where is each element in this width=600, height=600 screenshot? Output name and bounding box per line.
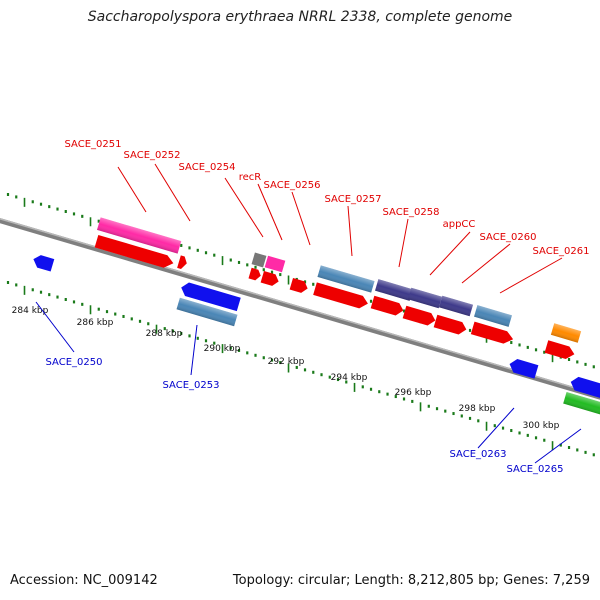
gene-SACE_0254[interactable] (251, 252, 267, 268)
gene-label-group: SACE_0251SACE_0252SACE_0254recRSACE_0256… (46, 139, 590, 475)
gene-label[interactable]: SACE_0253 (163, 380, 220, 391)
label-leader-lines (35, 163, 582, 464)
gene-arrow[interactable] (544, 340, 576, 361)
leader-line (534, 428, 582, 464)
leader-line (477, 407, 515, 449)
gene-shade (438, 295, 474, 317)
gene-arrow[interactable] (402, 305, 437, 328)
gene-label[interactable]: appCC (443, 219, 476, 230)
kbp-tick-label: 300 kbp (523, 421, 560, 431)
kbp-tick-label: 290 kbp (204, 344, 241, 354)
gene-SACE_0257-arrow[interactable] (313, 282, 369, 310)
gene-blue-right[interactable] (569, 375, 600, 400)
kbp-tick-label: 294 kbp (331, 373, 368, 383)
genome-stats-text: Topology: circular; Length: 8,212,805 bp… (232, 573, 590, 588)
gene-shade (474, 305, 512, 327)
leader-line (35, 301, 75, 353)
kbp-tick-label: 288 kbp (146, 329, 183, 339)
gene-shade (176, 297, 238, 327)
gene-label[interactable]: SACE_0261 (533, 246, 590, 257)
gene-SACE_0256[interactable] (289, 277, 310, 294)
leader-line (398, 218, 409, 268)
map-title: Saccharopolyspora erythraea NRRL 2338, c… (87, 9, 513, 25)
gene-arrow[interactable] (370, 295, 405, 318)
gene-label[interactable]: recR (239, 172, 262, 183)
leader-line (257, 183, 283, 241)
kbp-tick-label: 296 kbp (395, 388, 432, 398)
accession-text: Accession: NC_009142 (10, 573, 158, 588)
gene-SACE_0250[interactable] (31, 253, 55, 272)
gene-label[interactable]: SACE_0260 (480, 232, 537, 243)
gene-label[interactable]: SACE_0258 (383, 207, 440, 218)
inner-tick-ring (6, 281, 595, 457)
leader-line (499, 257, 563, 294)
kbp-label-group: 284 kbp 286 kbp 288 kbp 290 kbp 292 kbp 294 k… (12, 306, 560, 431)
gene-track (31, 217, 600, 416)
leader-line (154, 163, 191, 222)
gene-SACE_0263[interactable] (508, 357, 539, 379)
leader-line (461, 243, 511, 284)
gene-SACE_0261[interactable] (470, 321, 515, 346)
kbp-tick-label: 298 kbp (459, 404, 496, 414)
gene-shade (317, 265, 375, 293)
gene-small-arrow[interactable] (248, 267, 263, 282)
gene-label[interactable]: SACE_0254 (179, 162, 236, 173)
gene-label[interactable]: SACE_0256 (264, 180, 321, 191)
gene-arrow[interactable] (433, 314, 468, 337)
leader-line (190, 324, 198, 376)
gene-label[interactable]: SACE_0263 (450, 449, 507, 460)
gene-label[interactable]: SACE_0265 (507, 464, 564, 475)
gene-label[interactable]: SACE_0251 (65, 139, 122, 150)
leader-line (291, 191, 311, 246)
gene-shade (97, 217, 182, 254)
leader-line (117, 166, 147, 213)
gene-shade (375, 279, 413, 301)
kbp-tick-label: 292 kbp (268, 357, 305, 367)
kbp-tick-label: 286 kbp (77, 318, 114, 328)
gene-small-arrow[interactable] (177, 255, 188, 270)
gene-small-arrow[interactable] (260, 270, 281, 287)
leader-line (347, 205, 353, 257)
gene-shade (550, 323, 582, 343)
gene-recR[interactable] (264, 255, 286, 273)
gene-shade (563, 392, 600, 416)
leader-line (224, 177, 264, 238)
gene-shade (407, 287, 443, 309)
gene-label[interactable]: SACE_0252 (124, 150, 181, 161)
kbp-tick-label: 284 kbp (12, 306, 49, 316)
gene-label[interactable]: SACE_0250 (46, 357, 103, 368)
gene-SACE_0253a[interactable] (179, 281, 241, 312)
leader-line (429, 231, 471, 276)
gene-SACE_0252[interactable] (94, 234, 175, 270)
gene-label[interactable]: SACE_0257 (325, 194, 382, 205)
